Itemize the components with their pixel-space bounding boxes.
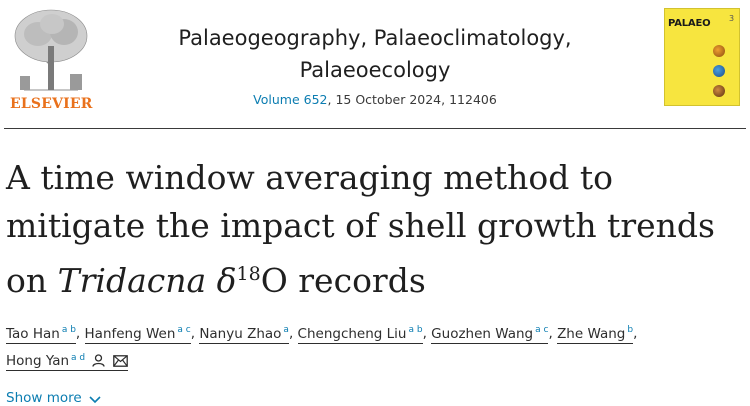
title-delta: δ bbox=[206, 261, 237, 300]
title-line2: mitigate the impact of shell growth tren… bbox=[6, 206, 715, 245]
author-link[interactable]: Zhe Wang b bbox=[557, 325, 634, 344]
globe-icon bbox=[713, 45, 725, 57]
title-italic: Tridacna bbox=[57, 261, 207, 300]
volume-link[interactable]: Volume 652 bbox=[253, 92, 328, 107]
author-affiliation: a b bbox=[61, 325, 76, 335]
author-affiliation: a b bbox=[408, 325, 423, 335]
author-name: Chengcheng Liu bbox=[297, 325, 407, 342]
author-affiliation: a c bbox=[177, 325, 191, 335]
issue-info: , 15 October 2024, 112406 bbox=[327, 92, 497, 107]
person-icon bbox=[92, 354, 106, 367]
cover-number: 3 bbox=[729, 14, 735, 23]
author-link[interactable]: Guozhen Wang a c bbox=[431, 325, 549, 344]
author-name: Nanyu Zhao bbox=[199, 325, 282, 342]
cover-label: PALAEO bbox=[668, 18, 711, 29]
article-title: A time window averaging method to mitiga… bbox=[6, 154, 741, 305]
author-affiliation: a c bbox=[535, 325, 549, 335]
author-link[interactable]: Nanyu Zhao a bbox=[199, 325, 289, 344]
author-affiliation: b bbox=[627, 325, 634, 335]
globe-icon bbox=[713, 65, 725, 77]
author-name: Tao Han bbox=[6, 325, 60, 342]
author-link[interactable]: Tao Han a b bbox=[6, 325, 76, 344]
author-name: Guozhen Wang bbox=[431, 325, 534, 342]
author-link[interactable]: Hanfeng Wen a c bbox=[84, 325, 191, 344]
journal-title-line1: Palaeogeography, Palaeoclimatology, bbox=[178, 26, 572, 50]
header-divider bbox=[4, 128, 746, 129]
show-more-label: Show more bbox=[6, 390, 82, 406]
author-link[interactable]: Chengcheng Liu a b bbox=[297, 325, 423, 344]
journal-meta: Volume 652, 15 October 2024, 112406 bbox=[140, 92, 610, 107]
publisher-name: ELSEVIER bbox=[10, 96, 93, 112]
show-more-button[interactable]: Show more bbox=[6, 390, 101, 406]
author-affiliation: a bbox=[283, 325, 289, 335]
author-name: Hong Yan bbox=[6, 353, 70, 369]
title-line1: A time window averaging method to bbox=[6, 158, 614, 197]
author-name: Hanfeng Wen bbox=[84, 325, 176, 342]
elsevier-logo[interactable]: ELSEVIER bbox=[4, 6, 98, 112]
title-suffix: O records bbox=[260, 261, 426, 300]
chevron-down-icon bbox=[89, 396, 101, 404]
journal-title[interactable]: Palaeogeography, Palaeoclimatology, Pala… bbox=[140, 22, 610, 86]
journal-header: ELSEVIER Palaeogeography, Palaeoclimatol… bbox=[0, 0, 750, 128]
journal-cover[interactable]: PALAEO 3 bbox=[664, 8, 740, 106]
author-list: Tao Han a b, Hanfeng Wen a c, Nanyu Zhao a,… bbox=[6, 325, 638, 371]
journal-title-line2: Palaeoecology bbox=[299, 58, 451, 82]
title-prefix: on bbox=[6, 261, 58, 300]
author-name: Zhe Wang bbox=[557, 325, 626, 342]
journal-info: Palaeogeography, Palaeoclimatology, Pala… bbox=[140, 22, 610, 107]
envelope-icon bbox=[112, 355, 128, 367]
author-link-corresponding[interactable]: Hong Yan a d bbox=[6, 353, 128, 371]
title-sup: 18 bbox=[236, 263, 261, 285]
globe-icon bbox=[713, 85, 725, 97]
author-affiliation: a d bbox=[71, 352, 86, 363]
tree-icon bbox=[14, 9, 88, 91]
